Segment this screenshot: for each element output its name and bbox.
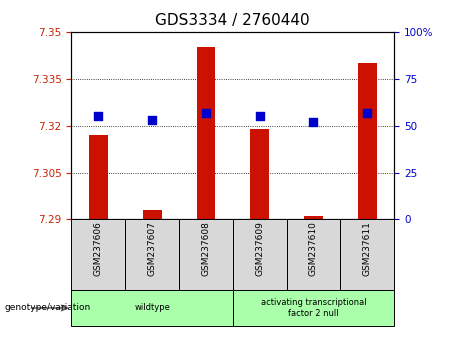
Point (148, 117, 156, 123)
Bar (143, 210, 161, 219)
Bar (233, 290, 394, 326)
Bar (71, 290, 233, 326)
Bar (304, 216, 323, 219)
Bar (125, 219, 179, 290)
Text: GSM237606: GSM237606 (94, 222, 103, 276)
Point (202, 110, 210, 115)
Bar (89, 135, 108, 219)
Text: activating transcriptional
factor 2 null: activating transcriptional factor 2 null (260, 298, 366, 318)
Text: GSM237609: GSM237609 (255, 222, 264, 276)
Bar (250, 129, 269, 219)
Bar (196, 47, 215, 219)
Bar (340, 219, 394, 290)
Text: wildtype: wildtype (134, 303, 170, 313)
Bar (233, 219, 287, 290)
Text: GSM237607: GSM237607 (148, 222, 157, 276)
Bar (179, 219, 233, 290)
Text: genotype/variation: genotype/variation (5, 303, 91, 313)
Title: GDS3334 / 2760440: GDS3334 / 2760440 (155, 13, 310, 28)
Text: GSM237611: GSM237611 (363, 222, 372, 276)
Text: GSM237610: GSM237610 (309, 222, 318, 276)
Bar (358, 63, 377, 219)
Text: GSM237608: GSM237608 (201, 222, 210, 276)
Bar (71, 219, 125, 290)
Point (364, 110, 371, 115)
Point (95, 113, 102, 119)
Point (310, 119, 317, 125)
Bar (287, 219, 340, 290)
Point (256, 113, 263, 119)
